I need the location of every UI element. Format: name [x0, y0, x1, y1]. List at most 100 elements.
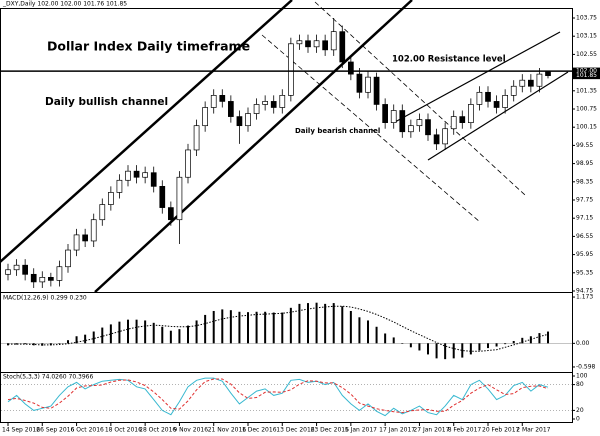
candle-body: [485, 91, 491, 102]
candle-body: [176, 176, 183, 221]
y-tick-label: 1.173: [576, 294, 593, 301]
price-marker: [573, 67, 600, 75]
y-tick-label: 103.75: [576, 15, 597, 22]
candle-body: [90, 219, 97, 242]
macd-bar: [92, 331, 95, 344]
candle-body: [202, 107, 208, 127]
candle-body: [108, 192, 114, 205]
candle-body: [13, 264, 20, 271]
macd-bar: [272, 312, 275, 344]
y-tick-label: 101.35: [576, 87, 597, 94]
candle-body: [193, 125, 200, 151]
x-tick-label: 26 Sep 2016: [36, 427, 74, 434]
candle-body: [65, 249, 71, 268]
candle-body: [450, 116, 457, 130]
candle-body: [339, 31, 346, 63]
x-tick-label: 17 Jan 2017: [379, 427, 415, 434]
y-tick-label: 97.15: [576, 215, 593, 222]
stoch-title: Stoch(5,3,3) 74.0260 70.3966: [3, 374, 94, 381]
macd-bar: [58, 343, 61, 344]
macd-bar: [135, 319, 138, 344]
bearish-channel-upper: [314, 1, 526, 196]
candle-body: [510, 85, 517, 96]
macd-bar: [101, 327, 104, 344]
x-tick-label: 8 Feb 2017: [448, 427, 482, 434]
x-tick-label: 1 Dec 2016: [242, 427, 277, 434]
macd-bar: [238, 311, 241, 344]
y-tick-label: 103.15: [576, 33, 597, 40]
candle-body: [236, 116, 243, 127]
candle-body: [528, 79, 534, 87]
candle-body: [22, 264, 28, 275]
annotation: Daily bullish channel: [45, 96, 168, 108]
candle-body: [73, 234, 80, 251]
macd-bar: [84, 334, 87, 344]
macd-bar: [547, 331, 549, 344]
macd-bar: [332, 303, 335, 344]
y-tick-label: 99.55: [576, 142, 593, 149]
indicator-line: [7, 377, 549, 417]
candle-body: [142, 172, 148, 178]
candle-body: [133, 170, 140, 178]
macd-bar: [289, 307, 292, 344]
rising-channel-lower: [427, 71, 569, 161]
macd-bar: [49, 343, 52, 346]
candle-body: [262, 101, 268, 105]
candle-body: [116, 179, 123, 193]
macd-bar: [341, 306, 344, 344]
y-tick-label: 97.75: [576, 197, 593, 204]
macd-bar: [324, 303, 327, 344]
macd-bar: [478, 343, 481, 351]
candle-body: [493, 101, 500, 108]
macd-panel: [0, 292, 573, 373]
y-tick-label: 100.15: [576, 124, 597, 131]
y-tick-label: -0.598: [576, 363, 596, 370]
candle-body: [288, 43, 294, 96]
macd-bar: [118, 321, 121, 344]
macd-bar: [24, 343, 27, 345]
y-tick-label: 98.95: [576, 160, 593, 167]
macd-bar: [32, 343, 35, 346]
x-tick-label: 21 Nov 2016: [208, 427, 247, 434]
macd-bar: [367, 320, 369, 344]
candle-body: [416, 119, 423, 127]
macd-bar: [109, 324, 112, 344]
macd-bar: [452, 343, 455, 359]
candle-body: [373, 76, 380, 105]
candle-body: [399, 110, 406, 133]
candle-body: [125, 170, 131, 181]
bullish-channel-upper: [0, 0, 293, 263]
macd-bar: [409, 343, 412, 348]
candle-body: [305, 40, 311, 48]
candle-body: [390, 110, 397, 124]
macd-bar: [444, 343, 447, 360]
candle-body: [210, 94, 217, 108]
candle-body: [30, 273, 37, 283]
macd-bar: [418, 343, 421, 351]
price-marker-label: 101.85: [576, 72, 597, 79]
macd-bar: [127, 319, 129, 344]
macd-bar: [512, 340, 515, 344]
macd-bar: [349, 310, 352, 344]
macd-bar: [67, 340, 69, 344]
candle-body: [433, 134, 440, 145]
y-tick-label: 96.55: [576, 233, 593, 240]
macd-bar: [358, 317, 361, 344]
candle-body: [468, 104, 474, 123]
macd-bar: [298, 303, 301, 344]
y-tick-label: 80: [576, 381, 584, 388]
price-marker: [573, 72, 600, 80]
x-tick-label: 28 Oct 2016: [139, 427, 176, 434]
macd-bar: [264, 311, 267, 344]
candle-body: [536, 73, 543, 87]
macd-bar: [375, 326, 378, 344]
macd-bar: [469, 343, 472, 355]
macd-bar: [427, 343, 429, 355]
candle-body: [56, 266, 63, 281]
macd-title: MACD(12,26,9) 0.299 0.230: [3, 295, 87, 302]
y-tick-label: 0: [576, 416, 580, 423]
stoch-panel: [0, 372, 573, 423]
macd-bar: [152, 322, 155, 344]
y-tick-label: 0.00: [576, 340, 590, 347]
candle-body: [5, 269, 11, 275]
